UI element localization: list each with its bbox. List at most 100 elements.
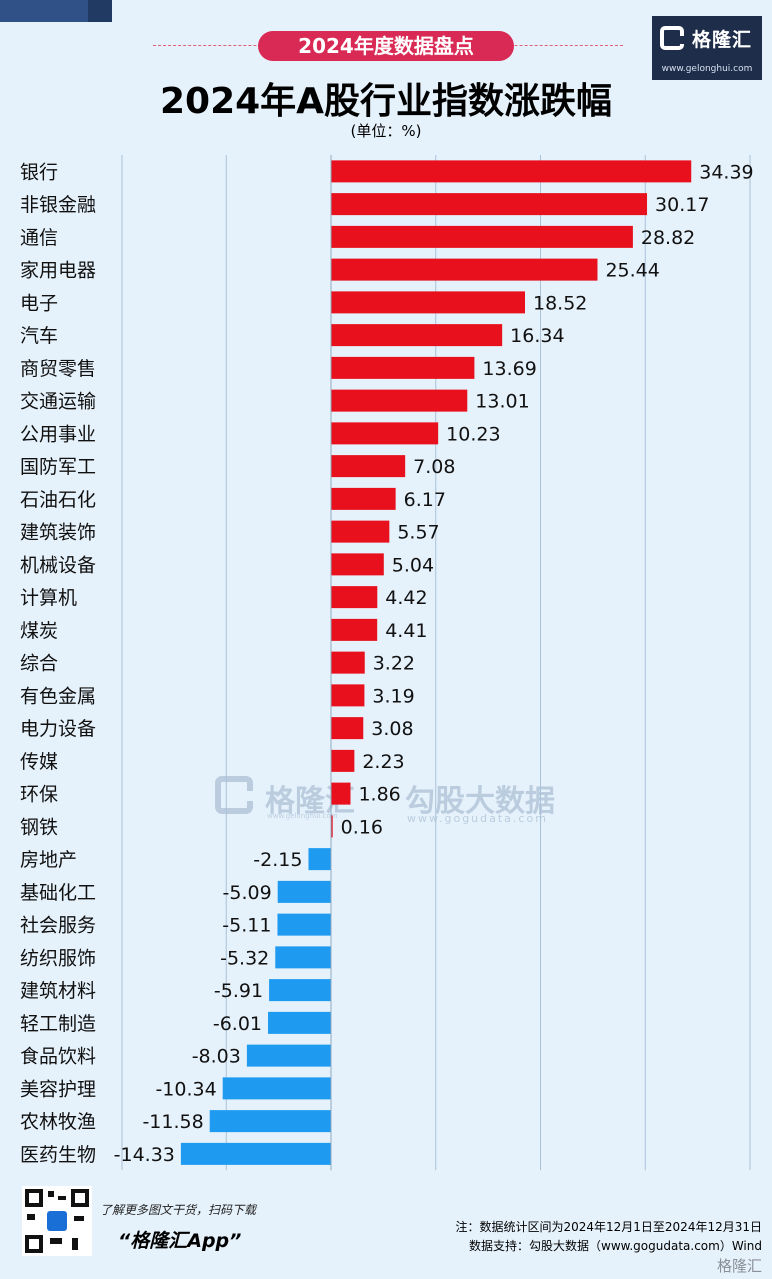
category-label: 银行 [20,161,58,183]
data-label: -10.34 [155,1078,216,1100]
chart-title: 2024年A股行业指数涨跌幅 [159,81,613,122]
bar [331,455,406,478]
data-label: -6.01 [213,1013,262,1035]
data-label: 16.34 [510,325,564,347]
bottom-logo: 格隆汇 [716,1257,762,1275]
category-label: 传媒 [20,751,58,773]
tagline-badge: 2024年度数据盘点 [258,31,514,61]
logo-mark-icon [660,26,684,50]
corner-tab-light [0,0,88,22]
bar [331,553,384,576]
category-label: 电力设备 [20,718,96,740]
data-label: 5.04 [392,554,434,576]
data-label: -11.58 [142,1111,203,1133]
data-label: 0.16 [341,816,383,838]
promo-text: 了解更多图文干货，扫码下载 [100,1203,257,1217]
data-label: -8.03 [192,1046,241,1068]
watermark-url-a: www.gelonghui.com [267,812,338,820]
bar [331,324,503,347]
qr-logo-icon [47,1211,67,1231]
bar [331,520,390,543]
category-label: 汽车 [20,325,58,347]
category-label: 农林牧渔 [20,1111,96,1133]
category-label: 综合 [20,653,58,675]
bar [269,979,331,1002]
watermark: 格隆汇 勾股大数据 www.gelonghui.com www.gogudata… [215,776,575,826]
qr-finder-2 [71,1189,89,1207]
category-label: 美容护理 [20,1078,96,1100]
data-label: 25.44 [605,260,659,282]
logo-url: www.gelonghui.com [661,64,753,74]
category-label: 房地产 [20,849,77,871]
data-label: 13.01 [475,391,529,413]
bar [331,684,365,707]
brand-logo: 格隆汇 www.gelonghui.com [652,16,762,80]
category-label: 食品饮料 [20,1046,96,1068]
bar [331,618,378,641]
bar [331,717,364,740]
bar [277,880,331,903]
bar [331,389,468,412]
bar [331,586,378,609]
bar [246,1044,331,1067]
category-label: 通信 [20,227,58,249]
qr-module [58,1196,66,1200]
data-label: 13.69 [482,358,536,380]
note-period: 注：数据统计区间为2024年12月1日至2024年12月31日 [455,1220,762,1234]
data-label: -5.91 [214,980,263,1002]
logo-name: 格隆汇 [692,29,753,51]
category-label: 交通运输 [20,391,96,413]
category-label: 轻工制造 [20,1013,96,1035]
bar [209,1110,331,1133]
category-label: 商贸零售 [20,358,96,380]
qr-finder-3 [25,1235,43,1253]
data-label: 3.19 [372,685,414,707]
category-label: 石油石化 [20,489,96,511]
bar [222,1077,331,1100]
data-label: -5.32 [220,947,269,969]
app-name: “格隆汇App” [118,1230,242,1252]
qr-module [72,1238,78,1250]
category-label: 公用事业 [20,423,96,445]
bar [180,1142,331,1165]
data-label: 10.23 [446,423,500,445]
watermark-brand-b: 勾股大数据 [405,784,555,819]
category-label: 有色金属 [20,685,96,707]
bar [331,160,692,183]
data-label: 30.17 [655,194,709,216]
category-label: 计算机 [20,587,77,609]
qr-code[interactable] [22,1186,92,1256]
bar [331,651,365,674]
data-label: 1.86 [358,784,400,806]
data-label: 3.08 [371,718,413,740]
bar [331,422,439,445]
qr-module [50,1238,62,1244]
chart-unit: (单位：%) [350,122,422,140]
category-label: 建筑材料 [20,980,96,1002]
category-label: 非银金融 [20,194,96,216]
watermark-url-b: www.gogudata.com [407,812,548,825]
qr-finder-1 [25,1189,43,1207]
watermark-logo-icon [215,776,253,814]
category-label: 纺织服饰 [20,947,96,969]
category-label: 家用电器 [20,260,96,282]
category-label: 煤炭 [20,620,58,642]
data-label: -2.15 [253,849,302,871]
category-label: 环保 [20,784,58,806]
data-label: -5.09 [223,882,272,904]
data-label: -5.11 [222,915,271,937]
data-label: 3.22 [373,653,415,675]
data-label: 5.57 [397,522,439,544]
category-label: 电子 [20,292,58,314]
bar [268,1011,331,1034]
data-label: 7.08 [413,456,455,478]
category-label: 基础化工 [20,882,96,904]
data-label: 2.23 [362,751,404,773]
bar-chart: 银行 34.39 非银金融 30.17 通信 28.82 家用电器 25.44 电子 18.52 汽… [20,155,754,1171]
bar [277,913,331,936]
data-label: -14.33 [114,1144,175,1166]
category-label: 医药生物 [20,1144,96,1166]
bar [308,848,331,871]
data-label: 4.41 [385,620,427,642]
bar [331,749,355,772]
